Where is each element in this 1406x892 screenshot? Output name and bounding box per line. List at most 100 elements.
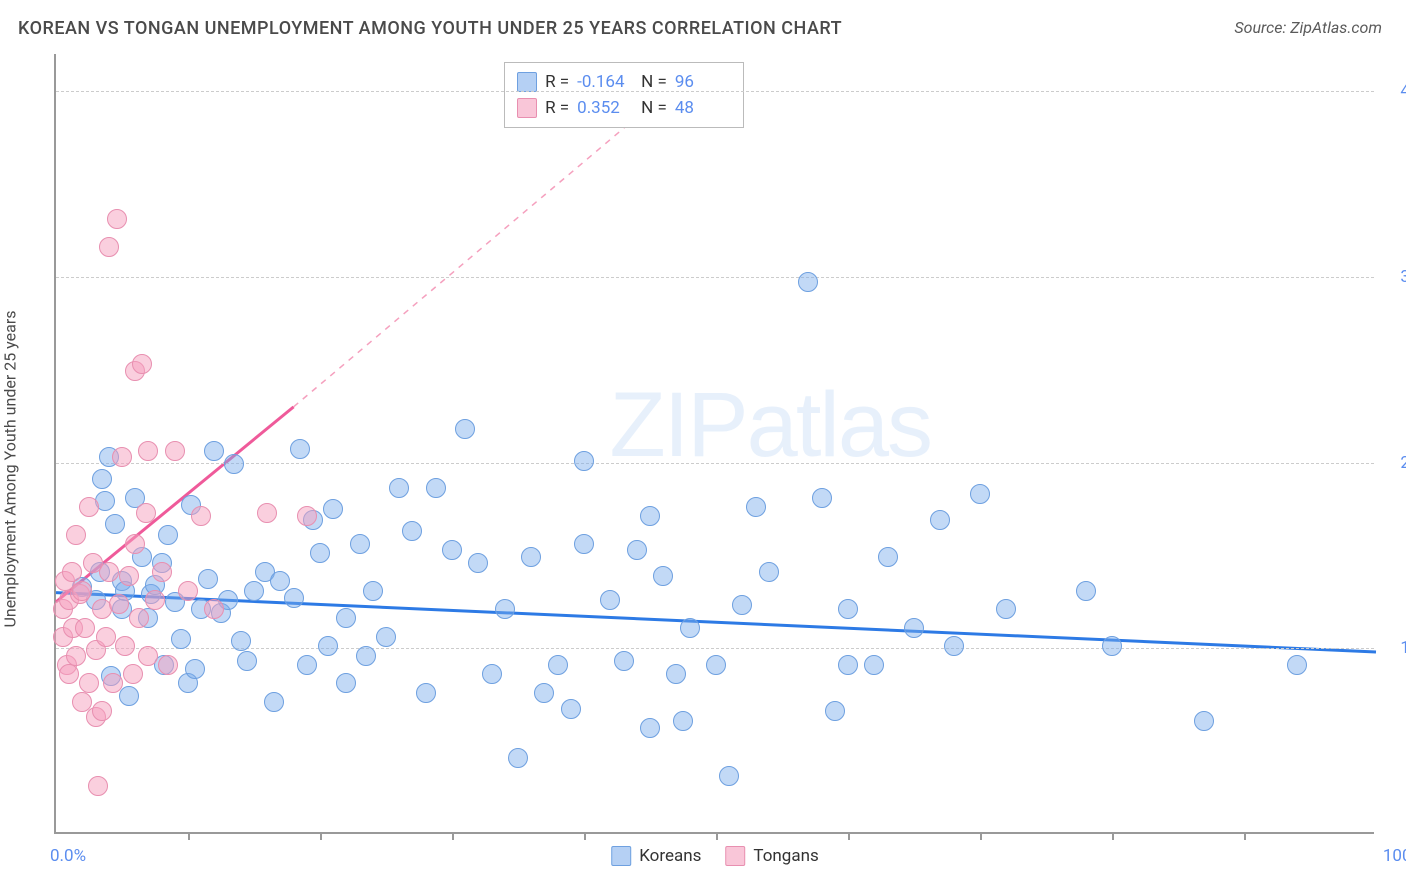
x-tick [980, 832, 982, 840]
data-point-korean [930, 510, 950, 530]
data-point-korean [318, 636, 338, 656]
legend-label: Tongans [753, 846, 818, 866]
y-tick-label: 30.0% [1400, 267, 1406, 287]
data-point-korean [812, 488, 832, 508]
data-point-korean [442, 540, 462, 560]
data-point-korean [680, 618, 700, 638]
x-tick [716, 832, 718, 840]
data-point-tongan [152, 562, 172, 582]
trend-line [56, 593, 1376, 652]
plot-region: ZIPatlas R =-0.164N =96R =0.352N =48 Kor… [54, 54, 1374, 834]
r-value: 0.352 [577, 95, 633, 121]
data-point-korean [426, 478, 446, 498]
chart-source: Source: ZipAtlas.com [1234, 18, 1382, 37]
data-point-korean [1102, 636, 1122, 656]
legend-label: Koreans [639, 846, 701, 866]
data-point-korean [970, 484, 990, 504]
data-point-korean [732, 595, 752, 615]
x-tick [848, 832, 850, 840]
data-point-korean [376, 627, 396, 647]
legend-swatch [725, 846, 745, 866]
data-point-korean [336, 673, 356, 693]
data-point-korean [878, 547, 898, 567]
data-point-tongan [138, 646, 158, 666]
data-point-tongan [125, 534, 145, 554]
data-point-korean [356, 646, 376, 666]
data-point-korean [825, 701, 845, 721]
chart-area: Unemployment Among Youth under 25 years … [18, 54, 1388, 884]
data-point-korean [548, 655, 568, 675]
legend-item: Tongans [725, 846, 818, 866]
x-tick [1112, 832, 1114, 840]
data-point-korean [455, 419, 475, 439]
data-point-korean [838, 655, 858, 675]
data-point-tongan [59, 664, 79, 684]
data-point-korean [198, 569, 218, 589]
data-point-korean [746, 497, 766, 517]
data-point-tongan [257, 503, 277, 523]
x-tick [452, 832, 454, 840]
y-tick-label: 10.0% [1400, 638, 1406, 658]
data-point-tongan [297, 506, 317, 526]
chart-header: KOREAN VS TONGAN UNEMPLOYMENT AMONG YOUT… [0, 0, 1406, 49]
legend: Koreans Tongans [611, 846, 819, 866]
data-point-tongan [109, 594, 129, 614]
data-point-tongan [79, 497, 99, 517]
data-point-korean [389, 478, 409, 498]
data-point-korean [158, 525, 178, 545]
data-point-korean [284, 588, 304, 608]
data-point-korean [574, 451, 594, 471]
data-point-korean [237, 651, 257, 671]
data-point-korean [416, 683, 436, 703]
data-point-tongan [66, 646, 86, 666]
data-point-korean [904, 618, 924, 638]
x-axis-max-label: 100.0% [1383, 846, 1406, 866]
data-point-korean [231, 631, 251, 651]
data-point-korean [944, 636, 964, 656]
data-point-korean [640, 718, 660, 738]
legend-swatch [517, 98, 537, 118]
data-point-korean [759, 562, 779, 582]
data-point-tongan [138, 441, 158, 461]
data-point-korean [864, 655, 884, 675]
correlation-stats-box: R =-0.164N =96R =0.352N =48 [504, 62, 744, 128]
gridline-horizontal [56, 648, 1374, 649]
data-point-korean [666, 664, 686, 684]
data-point-korean [482, 664, 502, 684]
data-point-tongan [178, 581, 198, 601]
y-tick-label: 20.0% [1400, 453, 1406, 473]
data-point-korean [350, 534, 370, 554]
data-point-korean [224, 454, 244, 474]
chart-title: KOREAN VS TONGAN UNEMPLOYMENT AMONG YOUT… [18, 18, 842, 39]
data-point-tongan [158, 655, 178, 675]
n-value: 48 [675, 95, 731, 121]
data-point-korean [310, 543, 330, 563]
data-point-korean [719, 766, 739, 786]
data-point-korean [244, 581, 264, 601]
data-point-tongan [107, 209, 127, 229]
y-tick-label: 40.0% [1400, 81, 1406, 101]
data-point-tongan [119, 566, 139, 586]
n-label: N = [641, 95, 667, 121]
data-point-korean [534, 683, 554, 703]
data-point-korean [627, 540, 647, 560]
r-label: R = [545, 95, 569, 121]
data-point-korean [297, 655, 317, 675]
data-point-korean [838, 599, 858, 619]
y-axis-label: Unemployment Among Youth under 25 years [1, 310, 20, 627]
data-point-korean [119, 686, 139, 706]
data-point-korean [171, 629, 191, 649]
trend-lines-layer [56, 54, 1374, 832]
data-point-tongan [99, 562, 119, 582]
x-tick [584, 832, 586, 840]
data-point-korean [673, 711, 693, 731]
gridline-horizontal [56, 463, 1374, 464]
data-point-korean [290, 439, 310, 459]
data-point-korean [270, 571, 290, 591]
data-point-korean [92, 469, 112, 489]
data-point-tongan [62, 562, 82, 582]
gridline-horizontal [56, 277, 1374, 278]
data-point-korean [521, 547, 541, 567]
data-point-tongan [204, 599, 224, 619]
data-point-tongan [115, 636, 135, 656]
